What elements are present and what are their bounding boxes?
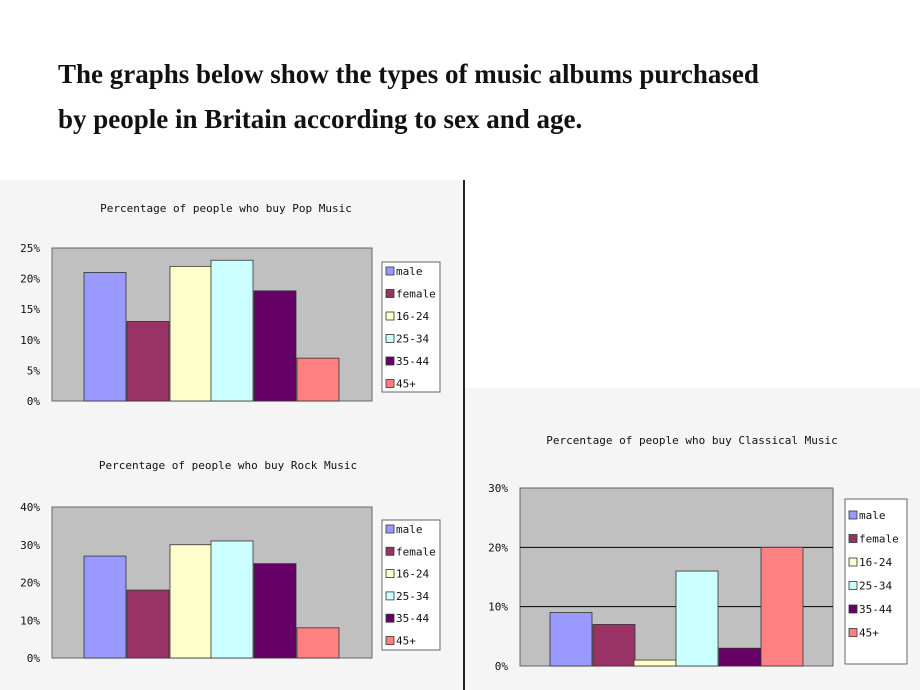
y-tick-label: 30% bbox=[488, 482, 508, 495]
y-tick-label: 20% bbox=[20, 577, 40, 590]
bar-16-24 bbox=[169, 265, 213, 402]
bar-male bbox=[549, 612, 593, 667]
legend-label-female: female bbox=[396, 545, 436, 558]
heading: The graphs below show the types of music… bbox=[58, 52, 898, 142]
bar-45+ bbox=[760, 546, 804, 667]
legend-swatch-45+ bbox=[385, 379, 395, 388]
panel-divider bbox=[463, 180, 465, 690]
legend-label-25-34: 25-34 bbox=[396, 333, 429, 346]
legend-box bbox=[381, 519, 441, 651]
bar-25-34 bbox=[675, 570, 719, 667]
bar-35-44 bbox=[718, 647, 762, 667]
legend-swatch-female bbox=[385, 546, 395, 556]
legend-swatch-35-44 bbox=[385, 356, 395, 366]
chart-3: Percentage of people who buy Classical M… bbox=[488, 434, 908, 673]
bar-female bbox=[126, 321, 170, 402]
y-tick-label: 5% bbox=[27, 364, 41, 377]
chart-title: Percentage of people who buy Pop Music bbox=[100, 202, 352, 215]
heading-line-1: The graphs below show the types of music… bbox=[58, 59, 759, 89]
bar-25-34 bbox=[210, 259, 254, 402]
legend-label-25-34: 25-34 bbox=[396, 590, 429, 603]
legend-label-female: female bbox=[859, 533, 899, 546]
legend: male female 16-24 25-34 35-44 45+ bbox=[381, 519, 441, 651]
legend-label-45+: 45+ bbox=[396, 635, 416, 648]
legend-swatch-25-34 bbox=[848, 581, 858, 590]
legend-label-male: male bbox=[859, 509, 886, 522]
bar-female bbox=[592, 624, 636, 667]
legend-swatch-35-44 bbox=[385, 613, 395, 623]
y-tick-label: 20% bbox=[488, 541, 508, 554]
y-tick-label: 0% bbox=[27, 652, 41, 665]
bar-16-24 bbox=[169, 544, 213, 659]
legend-label-16-24: 16-24 bbox=[396, 310, 429, 323]
y-tick-label: 25% bbox=[20, 242, 40, 255]
legend-swatch-female bbox=[385, 289, 395, 298]
legend-label-16-24: 16-24 bbox=[859, 556, 892, 569]
bar-male bbox=[83, 272, 127, 402]
legend-label-female: female bbox=[396, 288, 436, 301]
y-tick-label: 10% bbox=[20, 334, 40, 347]
y-tick-label: 0% bbox=[495, 660, 509, 673]
legend-swatch-male bbox=[385, 524, 395, 534]
bar-45+ bbox=[296, 357, 340, 402]
legend-label-45+: 45+ bbox=[396, 378, 416, 391]
chart-title: Percentage of people who buy Rock Music bbox=[99, 459, 357, 472]
legend-swatch-25-34 bbox=[385, 334, 395, 343]
legend-swatch-female bbox=[848, 534, 858, 543]
legend-label-45+: 45+ bbox=[859, 627, 879, 640]
bar-female bbox=[126, 589, 170, 659]
bar-35-44 bbox=[253, 290, 297, 402]
y-tick-label: 0% bbox=[27, 395, 41, 408]
y-tick-label: 15% bbox=[20, 303, 40, 316]
y-tick-label: 40% bbox=[20, 501, 40, 514]
legend-swatch-male bbox=[385, 266, 395, 276]
legend-label-16-24: 16-24 bbox=[396, 568, 429, 581]
bar-35-44 bbox=[253, 563, 297, 659]
legend-swatch-16-24 bbox=[385, 569, 395, 578]
legend: male female 16-24 25-34 35-44 45+ bbox=[844, 498, 908, 665]
legend-label-35-44: 35-44 bbox=[396, 355, 429, 368]
heading-line-2: by people in Britain according to sex an… bbox=[58, 104, 583, 134]
chart-title: Percentage of people who buy Classical M… bbox=[546, 434, 837, 447]
y-tick-label: 20% bbox=[20, 273, 40, 286]
legend-swatch-25-34 bbox=[385, 591, 395, 601]
bar-16-24 bbox=[633, 659, 677, 667]
bar-male bbox=[83, 555, 127, 659]
legend-label-35-44: 35-44 bbox=[396, 612, 429, 625]
legend-label-35-44: 35-44 bbox=[859, 603, 892, 616]
chart-1: Percentage of people who buy Pop Music 0%… bbox=[20, 202, 441, 408]
legend-swatch-45+ bbox=[848, 628, 858, 637]
legend-label-male: male bbox=[396, 523, 423, 536]
y-tick-label: 10% bbox=[488, 601, 508, 614]
legend-box bbox=[381, 261, 441, 393]
legend: male female 16-24 25-34 35-44 45+ bbox=[381, 261, 441, 393]
legend-label-male: male bbox=[396, 265, 423, 278]
legend-swatch-16-24 bbox=[385, 311, 395, 321]
legend-swatch-male bbox=[848, 510, 858, 520]
y-tick-label: 10% bbox=[20, 614, 40, 627]
legend-swatch-45+ bbox=[385, 636, 395, 645]
legend-swatch-16-24 bbox=[848, 557, 858, 567]
bar-45+ bbox=[296, 627, 340, 659]
bar-25-34 bbox=[210, 540, 254, 659]
chart-2: Percentage of people who buy Rock Music 0… bbox=[20, 459, 441, 665]
y-tick-label: 30% bbox=[20, 539, 40, 552]
legend-swatch-35-44 bbox=[848, 604, 858, 614]
legend-label-25-34: 25-34 bbox=[859, 580, 892, 593]
